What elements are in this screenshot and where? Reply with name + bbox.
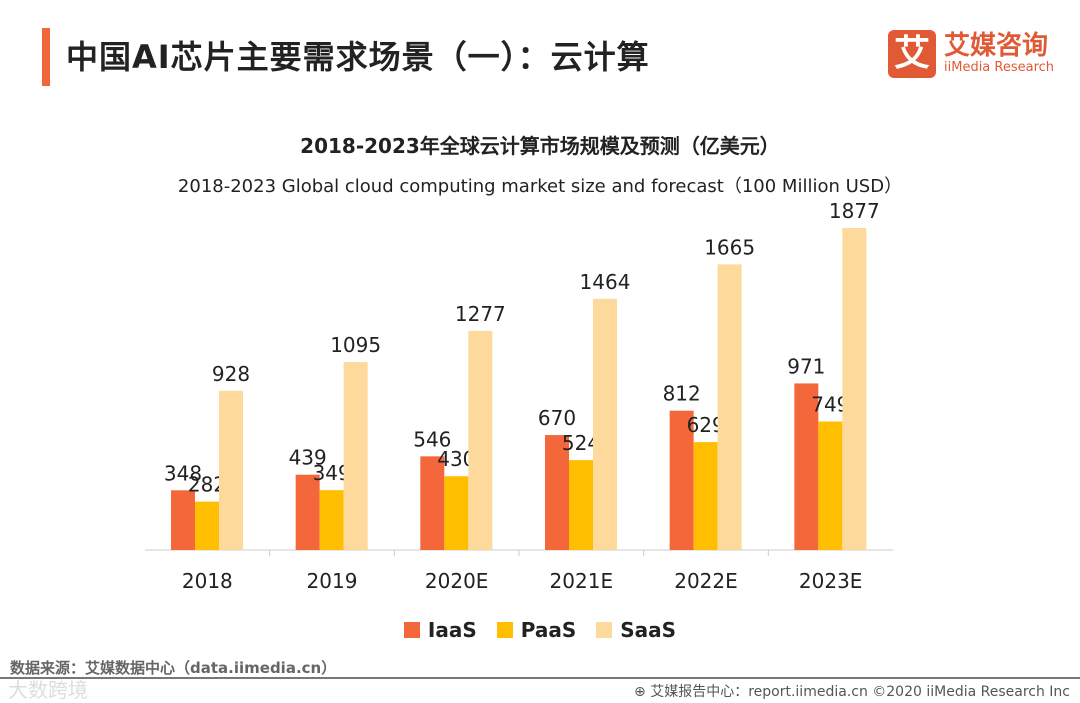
data-label: 1665	[704, 235, 755, 259]
chart-title: 2018-2023年全球云计算市场规模及预测（亿美元）	[300, 134, 780, 158]
bar-saas	[593, 298, 617, 550]
legend-item-saas: SaaS	[596, 618, 676, 642]
data-label: 1464	[580, 270, 631, 294]
bar-paas	[569, 460, 593, 550]
data-label: 928	[212, 362, 250, 386]
data-label: 348	[164, 461, 202, 485]
bar-paas	[319, 490, 344, 550]
x-tick-label: 2023E	[799, 569, 863, 593]
data-source: 数据来源：艾媒数据中心（data.iimedia.cn）	[10, 659, 337, 677]
bar-saas	[842, 228, 867, 550]
x-tick-label: 2018	[182, 569, 233, 593]
data-label: 546	[413, 427, 451, 451]
globe-icon: ⊕	[634, 684, 651, 700]
x-tick-label: 2021E	[550, 569, 614, 593]
logo-en: iiMedia Research	[944, 60, 1055, 75]
watermark: 大数跨境	[8, 678, 88, 702]
logo-cn: 艾媒咨询	[944, 31, 1049, 61]
title-accent-bar	[42, 28, 50, 86]
bar-iaas	[794, 383, 819, 550]
x-tick-label: 2019	[307, 569, 358, 593]
data-label: 971	[787, 354, 825, 378]
bar-iaas	[171, 490, 195, 550]
footer-divider	[0, 677, 1080, 679]
data-label: 1877	[829, 199, 880, 223]
bar-iaas	[420, 456, 445, 550]
bar-paas	[195, 501, 219, 550]
legend: IaaS PaaS SaaS	[0, 618, 1080, 642]
data-label: 812	[663, 382, 701, 406]
data-label: 1095	[330, 333, 381, 357]
bar-saas	[717, 264, 742, 550]
x-tick-label: 2022E	[674, 569, 738, 593]
bar-paas	[693, 442, 718, 550]
bar-paas	[444, 476, 469, 550]
bar-saas	[219, 390, 243, 550]
x-tick-label: 2020E	[425, 569, 489, 593]
bar-paas	[818, 421, 843, 550]
iimedia-logo: 艾 艾媒咨询 iiMedia Research	[888, 30, 1054, 78]
data-label: 439	[289, 446, 327, 470]
bar-iaas	[295, 474, 320, 550]
legend-item-iaas: IaaS	[403, 618, 477, 642]
page-title: 中国AI芯片主要需求场景（一）：云计算	[66, 38, 650, 76]
bar-saas	[468, 330, 493, 550]
data-label: 670	[538, 406, 576, 430]
chart-subtitle: 2018-2023 Global cloud computing market …	[177, 176, 903, 197]
legend-item-paas: PaaS	[496, 618, 576, 642]
footer-credit: ⊕ 艾媒报告中心：report.iimedia.cn ©2020 iiMedia…	[634, 684, 1070, 700]
logo-mark: 艾	[888, 30, 936, 78]
bar-iaas	[669, 410, 694, 550]
bar-iaas	[545, 435, 569, 550]
bar-saas	[343, 362, 368, 550]
data-label: 1277	[455, 302, 506, 326]
